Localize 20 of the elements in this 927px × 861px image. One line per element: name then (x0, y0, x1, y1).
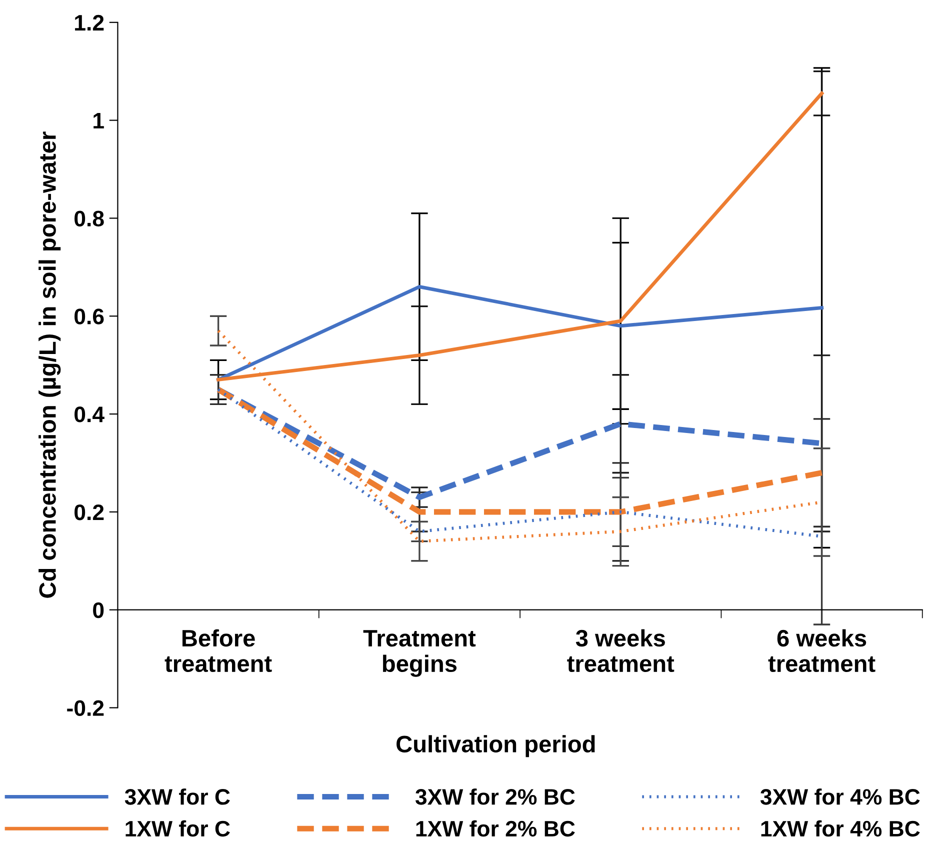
legend-label: 3XW for 2% BC (415, 788, 575, 805)
x-axis-title: Cultivation period (396, 735, 595, 758)
legend-label: 3XW for C (124, 788, 230, 805)
legend-label: 3XW for 4% BC (760, 788, 920, 805)
x-tick-label: Before treatment (164, 629, 272, 672)
y-tick-label: 0 (93, 602, 104, 618)
x-tick-label: Treatment begins (363, 630, 476, 677)
x-tick-label: 6 weeks treatment (768, 629, 876, 672)
y-axis-title: Cd concentration (µg/L) in soil pore-water (38, 132, 61, 598)
legend-label: 1XW for 2% BC (416, 820, 575, 837)
y-tick-label: 0.8 (74, 210, 104, 226)
x-tick-label: 3 weeks treatment (567, 629, 674, 672)
y-tick-label: 1.2 (75, 14, 104, 30)
legend-label: 1XW for C (126, 820, 230, 837)
y-tick-label: 0.6 (74, 308, 104, 324)
y-tick-label: 0.4 (74, 406, 104, 422)
y-tick-label: -0.2 (67, 700, 104, 716)
legend-label: 1XW for 4% BC (761, 820, 920, 837)
y-tick-label: 0.2 (74, 504, 104, 520)
y-tick-label: 1 (94, 113, 104, 128)
